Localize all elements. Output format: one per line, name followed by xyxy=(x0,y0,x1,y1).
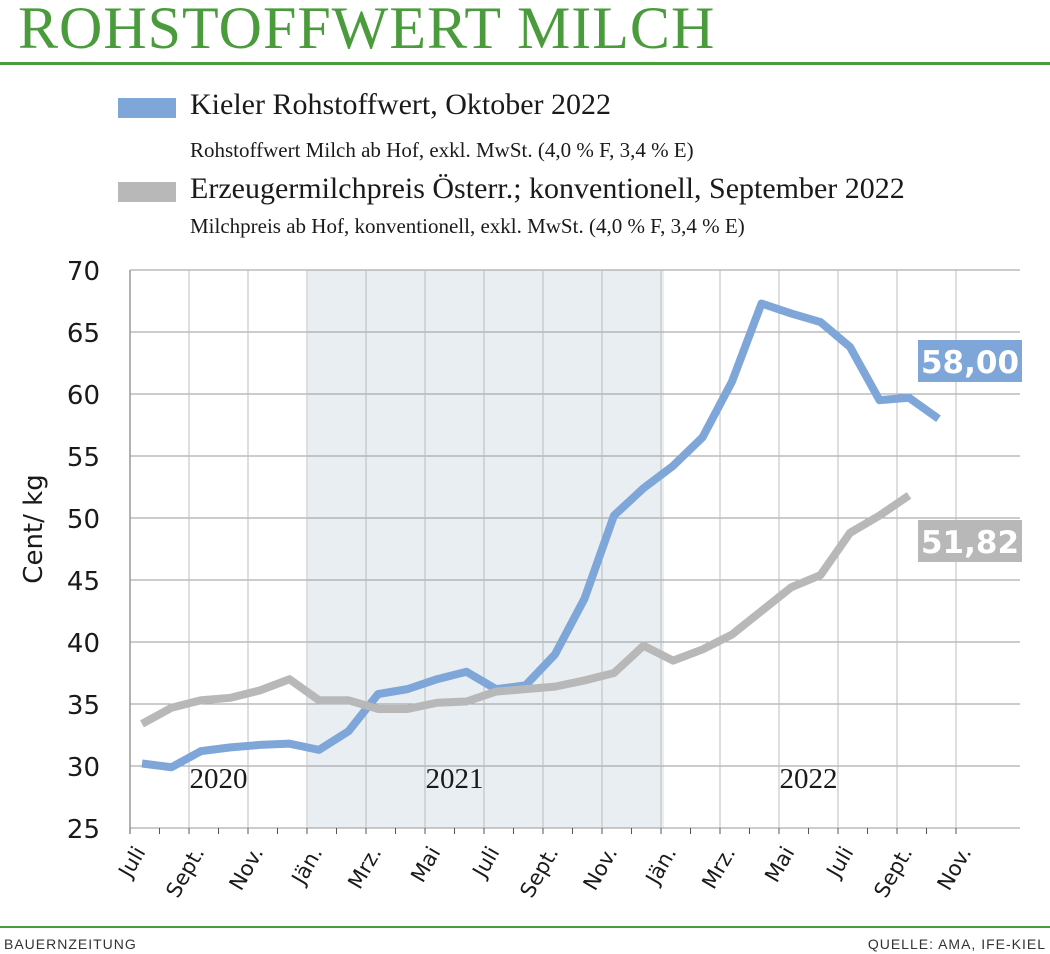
x-tick-label-2020-07: Juli xyxy=(113,843,150,884)
x-tick-label-2021-01: Jän. xyxy=(286,843,327,891)
x-tick-label-2022-07: Juli xyxy=(821,843,858,884)
y-tick-label-40: 40 xyxy=(67,629,100,659)
line-chart: 25 30 35 40 45 50 55 60 65 70 Cent/ kg Juli Sept. Nov… xyxy=(19,257,1022,902)
x-tick-label-2022-05: Mai xyxy=(760,843,799,887)
year-label-2021: 2021 xyxy=(426,763,484,795)
y-tick-label-65: 65 xyxy=(67,319,100,349)
year-label-2022: 2022 xyxy=(780,763,838,795)
y-tick-label-55: 55 xyxy=(67,443,100,473)
footer-rule xyxy=(0,926,1050,928)
x-tick-label-2021-09: Sept. xyxy=(515,843,563,902)
x-tick-label-2022-01: Jän. xyxy=(640,843,681,891)
chart-title: ROHSTOFFWERT MILCH xyxy=(18,0,716,61)
footer-source: QUELLE: AMA, IFE-KIEL xyxy=(867,936,1046,952)
legend-swatch-kiel xyxy=(118,98,176,118)
end-value-label-1: 51,82 xyxy=(921,525,1019,561)
footer-publisher: BAUERNZEITUNG xyxy=(4,936,137,952)
legend-subtitle-kiel: Rohstoffwert Milch ab Hof, exkl. MwSt. (… xyxy=(190,138,694,162)
y-tick-label-25: 25 xyxy=(67,815,100,845)
y-tick-label-70: 70 xyxy=(67,257,100,287)
series-line-0 xyxy=(141,299,941,772)
x-tick-label-2022-03: Mrz. xyxy=(697,843,740,893)
legend-title-kiel: Kieler Rohstoffwert, Oktober 2022 xyxy=(190,88,612,121)
end-value-label-0: 58,00 xyxy=(921,345,1019,381)
highlight-band-2021 xyxy=(308,270,664,828)
y-tick-label-45: 45 xyxy=(67,567,100,597)
y-tick-label-30: 30 xyxy=(67,753,100,783)
y-tick-label-60: 60 xyxy=(67,381,100,411)
y-tick-label-35: 35 xyxy=(67,691,100,721)
x-tick-label-2021-05: Mai xyxy=(406,843,445,887)
y-axis-label: Cent/ kg xyxy=(19,474,49,583)
end-label-box-1 xyxy=(918,520,1022,562)
year-label-2020: 2020 xyxy=(190,763,248,795)
x-tick-label-2021-11: Nov. xyxy=(579,843,623,895)
y-tick-label-50: 50 xyxy=(67,505,100,535)
x-tick-label-2020-11: Nov. xyxy=(225,843,269,895)
legend-swatch-austria xyxy=(118,182,176,202)
x-tick-label-2020-09: Sept. xyxy=(161,843,209,902)
x-tick-label-2021-07: Juli xyxy=(467,843,504,884)
x-tick-label-2022-09: Sept. xyxy=(869,843,917,902)
legend-subtitle-austria: Milchpreis ab Hof, konventionell, exkl. … xyxy=(190,214,745,238)
end-label-box-0 xyxy=(918,340,1022,382)
title-rule xyxy=(0,62,1050,65)
legend-title-austria: Erzeugermilchpreis Österr.; konventionel… xyxy=(190,172,905,205)
x-tick-label-2021-03: Mrz. xyxy=(343,843,386,893)
x-tick-label-2022-11: Nov. xyxy=(933,843,977,895)
